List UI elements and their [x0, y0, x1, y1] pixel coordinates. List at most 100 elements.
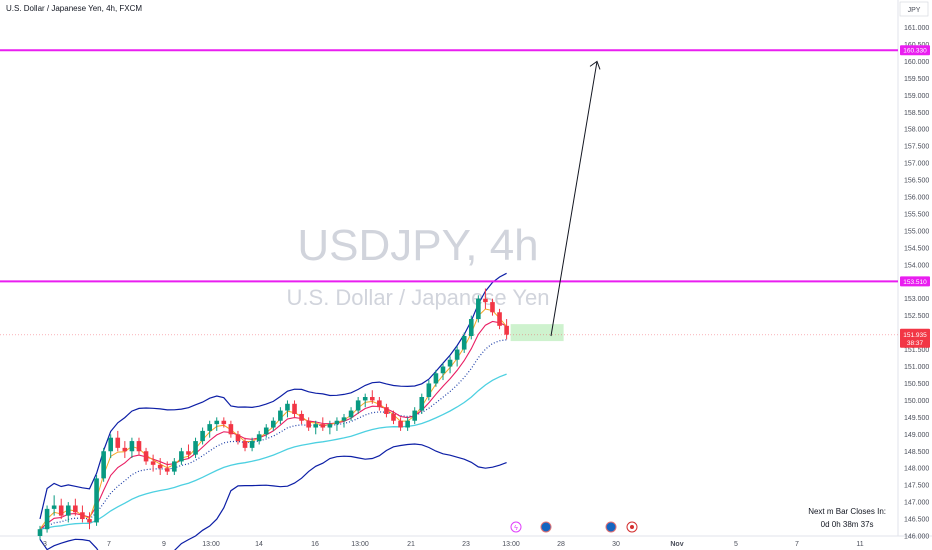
candles — [37, 288, 509, 540]
candle-body — [447, 359, 453, 367]
ma-slow-line — [39, 339, 507, 530]
bb-lower-line — [39, 443, 507, 550]
jp-flag-dot — [630, 525, 634, 529]
x-tick-6: 13:00 — [351, 541, 369, 548]
x-tick-5: 16 — [311, 541, 319, 548]
x-tick-15: 11 — [856, 541, 863, 548]
candle-body — [271, 420, 276, 428]
candle-body — [391, 413, 396, 421]
y-tick-19: 151.500 — [904, 347, 929, 354]
countdown-label: Next m Bar Closes In: — [808, 507, 886, 516]
x-tick-3: 13:00 — [202, 541, 220, 548]
y-tick-7: 157.500 — [904, 144, 929, 151]
watermark-symbol: USDJPY, 4h — [297, 221, 538, 270]
candle-body — [278, 410, 283, 421]
time-axis[interactable]: 3 7 9 13:00 14 16 13:00 21 23 13:00 28 30 Nov 5 7 11 — [43, 541, 864, 548]
horizontal-lines[interactable] — [0, 49, 898, 283]
y-tick-22: 150.000 — [904, 398, 929, 405]
y-tick-30: 146.000 — [904, 534, 929, 541]
candle-body — [256, 434, 262, 442]
ma-long-line — [39, 373, 507, 530]
candle-body — [419, 397, 425, 411]
candle-body — [136, 441, 142, 452]
chart-title: U.S. Dollar / Japanese Yen, 4h, FXCM — [6, 4, 143, 13]
x-tick-10: 28 — [557, 541, 565, 548]
candle-body — [299, 413, 304, 421]
candle-body — [263, 427, 269, 435]
y-tick-21: 150.500 — [904, 381, 929, 388]
candle-body — [320, 424, 326, 428]
y-tick-14: 154.000 — [904, 262, 929, 269]
candle-body — [129, 441, 135, 452]
y-tick-11: 155.500 — [904, 211, 929, 218]
countdown-value: 0d 0h 38m 37s — [820, 520, 874, 529]
candle-body — [468, 319, 474, 336]
candle-body — [143, 451, 149, 462]
candle-body — [384, 407, 389, 414]
candle-body — [405, 420, 410, 428]
hline-price-label-0: 160.330 — [903, 48, 927, 55]
hline-price-tag-0 — [900, 45, 930, 56]
us-flag-event-icon[interactable] — [540, 521, 552, 533]
y-tick-3: 159.500 — [904, 76, 929, 83]
candle-body — [377, 400, 382, 408]
candle-body — [476, 298, 481, 320]
candle-body — [200, 430, 205, 442]
candle-body — [94, 478, 99, 523]
support-zone[interactable] — [510, 324, 564, 342]
candle-body — [44, 508, 50, 530]
y-tick-27: 147.500 — [904, 483, 929, 490]
candle-body — [249, 441, 255, 448]
candle-body — [398, 420, 403, 428]
y-tick-29: 146.500 — [904, 517, 929, 524]
candle-body — [80, 512, 85, 520]
x-tick-0: 3 — [43, 541, 47, 548]
candle-body — [242, 441, 248, 448]
candle-body — [334, 420, 340, 425]
candle-body — [355, 400, 361, 411]
currency-box — [899, 1, 929, 17]
current-price-tag — [900, 328, 930, 348]
lightning-event-icon[interactable] — [510, 521, 522, 533]
candle-body — [87, 519, 92, 523]
candle-body — [73, 505, 78, 513]
candle-body — [426, 383, 432, 398]
x-tick-12: Nov — [670, 541, 683, 548]
candle-body — [164, 468, 170, 472]
y-tick-5: 158.500 — [904, 110, 929, 117]
current-price-label: 151.935 — [903, 332, 927, 339]
hline-price-tag-1 — [900, 276, 930, 287]
y-tick-9: 156.500 — [904, 178, 929, 185]
candle-body — [483, 298, 488, 303]
bar-countdown: Next m Bar Closes In: 0d 0h 38m 37s — [808, 505, 886, 531]
candle-body — [207, 424, 212, 431]
y-tick-12: 155.000 — [904, 228, 929, 235]
candle-body — [292, 403, 297, 414]
candle-body — [150, 461, 156, 465]
candle-body — [454, 349, 460, 360]
candle-body — [412, 410, 418, 421]
bollinger-bands — [39, 272, 507, 550]
y-tick-10: 156.000 — [904, 195, 929, 202]
x-tick-13: 5 — [734, 541, 738, 548]
candle-body — [214, 420, 220, 425]
candle-body — [179, 451, 184, 462]
events-row[interactable]: ϟ — [510, 521, 638, 533]
y-tick-8: 157.000 — [904, 161, 929, 168]
candle-body — [461, 335, 467, 350]
y-tick-24: 149.000 — [904, 432, 929, 439]
candle-body — [497, 312, 502, 326]
current-price-countdown: 38:37 — [907, 340, 924, 347]
candle-body — [369, 397, 375, 401]
target-arrow[interactable] — [550, 60, 601, 337]
candle-body — [348, 410, 354, 418]
us-flag-event-icon-2[interactable] — [605, 521, 617, 533]
candle-body — [115, 437, 121, 448]
arrow-shaft[interactable] — [550, 61, 598, 337]
candle-body — [186, 451, 191, 455]
currency-label: JPY — [908, 7, 921, 14]
candle-body — [313, 424, 319, 428]
candle-body — [58, 505, 64, 516]
candle-body — [193, 441, 198, 455]
